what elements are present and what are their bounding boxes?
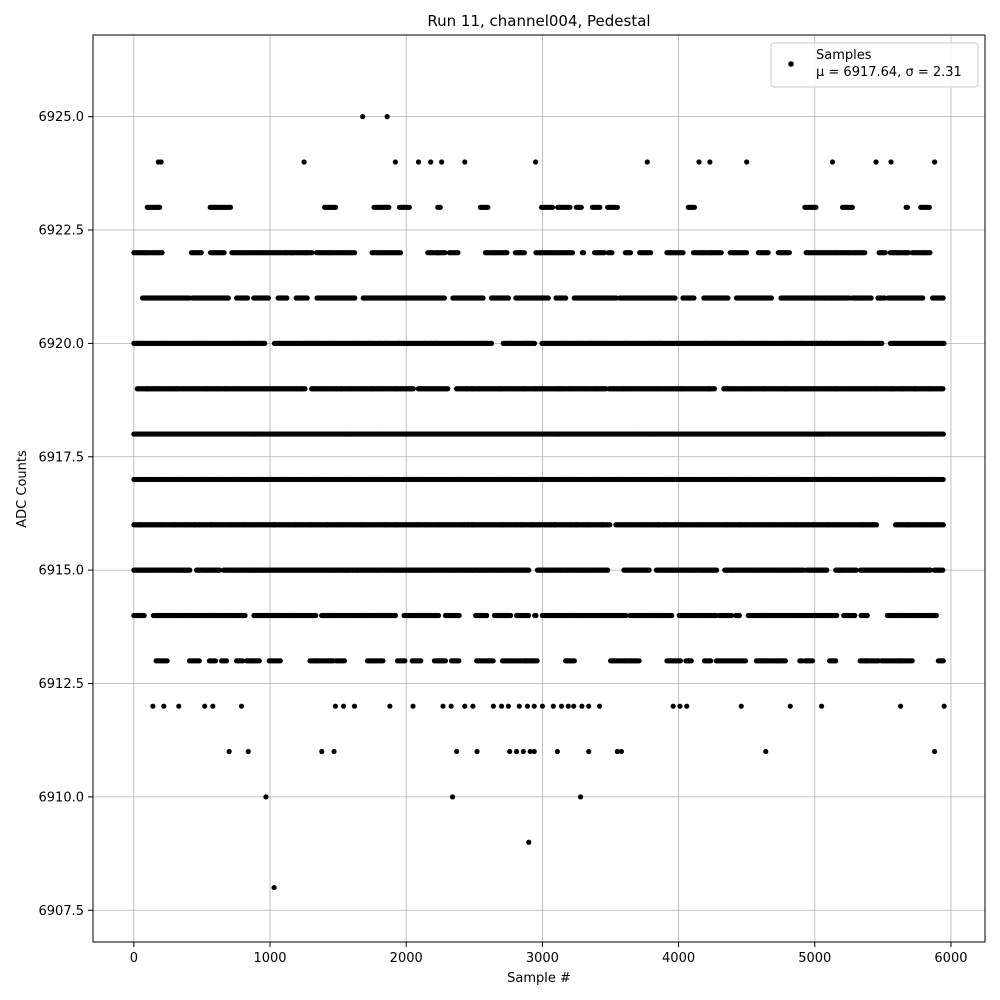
data-point [341,658,347,664]
data-point [940,522,946,528]
data-point [736,612,743,619]
data-point [418,658,424,664]
data-point [852,612,858,619]
data-point [534,658,540,664]
data-point [410,386,416,392]
data-point [242,612,248,619]
data-point [742,658,749,664]
data-point [571,658,577,664]
data-point [940,431,946,437]
data-point [445,386,451,392]
data-points [131,114,947,891]
data-point [508,612,514,619]
data-point [933,612,939,619]
data-point [402,658,408,664]
data-point [380,658,386,664]
data-point [256,658,262,664]
data-point [435,612,442,619]
data-point [940,567,946,573]
data-point [782,658,788,664]
data-point [940,658,946,664]
data-point [636,658,642,664]
data-point [442,658,449,664]
data-point [646,567,652,573]
data-point [688,658,694,664]
data-point [216,567,223,573]
data-point [196,658,202,664]
data-point [711,386,718,392]
data-point [728,612,735,619]
data-point [525,612,532,619]
data-point [677,658,684,664]
data-point [456,658,462,664]
data-point [927,567,934,573]
data-point [490,658,496,664]
data-point [141,612,147,619]
data-point [669,612,675,619]
data-point [853,567,859,573]
data-point [262,340,268,346]
data-point [809,658,816,664]
data-point [456,612,462,619]
data-point [864,612,870,619]
data-point [533,612,539,619]
data-point [623,612,629,619]
data-point [940,476,946,483]
data-point [223,658,230,664]
data-point [488,340,495,346]
data-point [834,612,840,619]
data-point [212,658,219,664]
data-point [909,658,915,664]
data-point [714,567,720,573]
data-point [526,567,532,573]
data-point [313,612,319,619]
data-point [824,567,830,573]
data-point [607,522,613,528]
data-point [531,340,538,346]
data-point [940,386,946,392]
data-point [708,658,714,664]
data-point [392,612,399,619]
data-point [604,567,611,573]
data-point [164,658,170,664]
data-point [277,658,283,664]
data-point [833,658,839,664]
data-point [484,612,490,619]
data-point [302,386,308,392]
data-point [240,658,246,664]
data-point [187,567,193,573]
data-point [873,522,880,528]
